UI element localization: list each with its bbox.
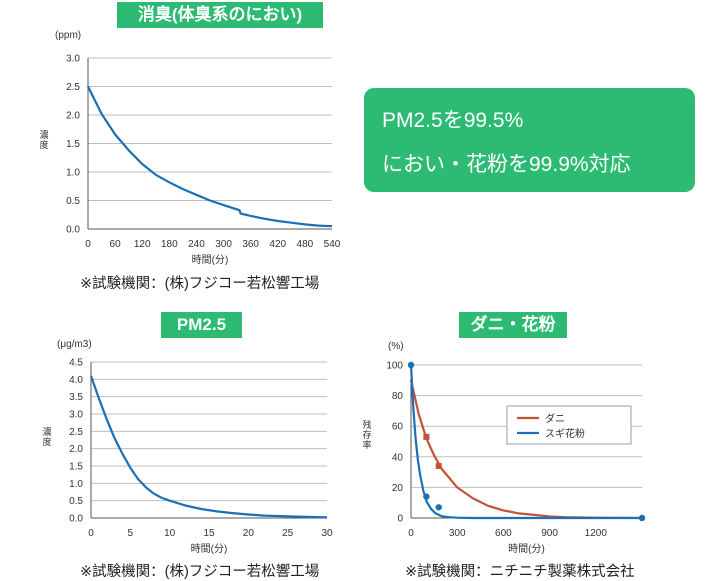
chart1-x-tick-label: 20 [243, 528, 255, 539]
chart0-x-tick-label: 180 [161, 239, 178, 250]
chart1-y-tick-label: 0.5 [69, 496, 83, 507]
chart1-y-axis-label-char: 度 [42, 436, 51, 447]
claim-line-pm25: PM2.5を99.5% [382, 109, 524, 132]
chart1-y-axis-label-char: 濃 [42, 426, 51, 437]
chart1-y-tick-label: 3.5 [69, 392, 83, 403]
chart2-y-tick-label: 40 [392, 452, 404, 463]
chart0-x-tick-label: 300 [215, 239, 232, 250]
chart2-y-tick-label: 20 [392, 483, 404, 494]
chart0-y-tick-label: 2.5 [66, 82, 80, 93]
chart0-x-axis-label: 時間(分) [192, 254, 229, 266]
chart1-unit-label: (μg/m3) [57, 339, 92, 350]
chart1-x-tick-label: 10 [164, 528, 176, 539]
source-note-odor: ※試験機関：(株)フジコー若松響工場 [80, 276, 320, 292]
chart2-data-point-square [435, 462, 442, 469]
chart0-y-axis-label-char: 度 [39, 139, 48, 150]
chart0-y-tick-label: 0.0 [66, 225, 80, 236]
chart1-series-line-0 [89, 375, 328, 519]
chart2-y-tick-label: 60 [392, 422, 404, 433]
chart1-y-tick-label: 3.0 [69, 410, 83, 421]
chart2-y-tick-label: 0 [397, 514, 403, 525]
chart1-x-axis-label: 時間(分) [191, 543, 228, 555]
chart0-x-tick-label: 420 [269, 239, 286, 250]
chart0-y-tick-label: 1.5 [66, 139, 80, 150]
chart2-y-axis-label-char: 残 [362, 419, 371, 430]
source-note-pm25: ※試験機関：(株)フジコー若松響工場 [80, 564, 320, 580]
chart2-x-tick-label: 600 [495, 528, 512, 539]
chart0-y-tick-label: 2.0 [66, 111, 80, 122]
chart2-data-point-square [423, 433, 430, 440]
chart2-data-point-circle [423, 493, 430, 500]
chart0-x-tick-label: 480 [297, 239, 314, 250]
chart-title-odor: 消臭(体臭系のにおい) [117, 2, 323, 28]
chart0-x-tick-label: 120 [134, 239, 151, 250]
chart1-y-tick-label: 0.0 [69, 514, 83, 525]
chart2-x-tick-label: 1200 [585, 528, 608, 539]
chart1-y-tick-label: 2.5 [69, 427, 83, 438]
chart2-y-axis-label-char: 率 [362, 439, 371, 450]
chart1-x-tick-label: 25 [282, 528, 294, 539]
chart0-series-line-0 [87, 86, 333, 228]
chart2-y-axis-label-char: 存 [362, 429, 371, 440]
chart2-y-tick-label: 100 [386, 361, 403, 372]
chart2-data-point-circle [638, 514, 646, 522]
source-note-mite-pollen: ※試験機関：ニチニチ製薬株式会社 [405, 564, 635, 580]
claim-line-odor-pollen: におい・花粉を99.9%対応 [382, 153, 631, 176]
chart2-x-axis-label: 時間(分) [508, 543, 545, 555]
chart0-y-tick-label: 0.5 [66, 196, 80, 207]
chart0-x-tick-label: 240 [188, 239, 205, 250]
chart1-y-tick-label: 2.0 [69, 444, 83, 455]
chart-title-mite-pollen: ダニ・花粉 [459, 312, 567, 338]
chart1-x-tick-label: 0 [88, 528, 94, 539]
claim-callout: PM2.5を99.5% におい・花粉を99.9%対応 [364, 88, 695, 192]
chart2-data-point-circle [407, 361, 415, 369]
chart2-data-point-circle [435, 504, 442, 511]
chart1-x-tick-label: 15 [203, 528, 215, 539]
chart1-y-tick-label: 4.0 [69, 375, 83, 386]
chart2-x-tick-label: 0 [408, 528, 414, 539]
chart0-y-axis-label-char: 濃 [39, 129, 48, 140]
chart2-legend-box [506, 405, 632, 445]
chart1-y-tick-label: 4.5 [69, 358, 83, 369]
chart2-unit-label: (%) [388, 341, 404, 352]
chart0-unit-label: (ppm) [55, 30, 81, 41]
chart1-y-tick-label: 1.0 [69, 479, 83, 490]
chart0-y-tick-label: 3.0 [66, 54, 80, 65]
chart1-x-tick-label: 30 [321, 528, 333, 539]
chart2-series-line-0 [409, 380, 643, 520]
chart0-x-tick-label: 360 [242, 239, 259, 250]
chart2-x-tick-label: 900 [541, 528, 558, 539]
chart0-x-tick-label: 540 [324, 239, 341, 250]
chart1-x-tick-label: 5 [128, 528, 134, 539]
chart1-y-tick-label: 1.5 [69, 462, 83, 473]
chart2-legend-label-1: スギ花粉 [545, 427, 585, 440]
chart2-y-tick-label: 80 [392, 391, 404, 402]
chart2-series-line-1 [409, 364, 642, 520]
chart0-x-tick-label: 0 [85, 239, 91, 250]
chart-title-pm25: PM2.5 [161, 312, 242, 338]
chart2-legend-label-0: ダニ [545, 412, 565, 425]
chart0-x-tick-label: 60 [110, 239, 122, 250]
chart0-y-tick-label: 1.0 [66, 168, 80, 179]
chart2-x-tick-label: 300 [449, 528, 466, 539]
